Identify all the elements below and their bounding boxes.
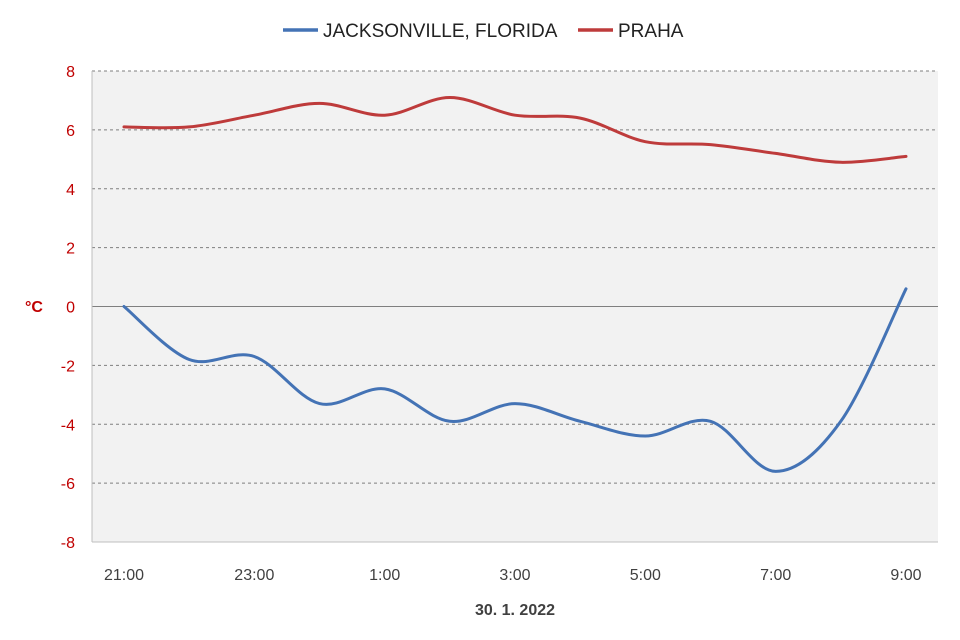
x-axis-label: 30. 1. 2022 [475, 602, 555, 619]
y-tick-label: -4 [61, 417, 75, 434]
x-tick-label: 5:00 [630, 567, 661, 584]
gridlines [91, 70, 938, 543]
y-tick-label: -8 [61, 535, 75, 552]
x-axis-ticks: 21:00 23:00 1:00 3:00 5:00 7:00 9:00 [104, 567, 922, 584]
y-axis-ticks: 8 6 4 2 0 -2 -4 -6 -8 [61, 64, 75, 552]
y-tick-label: -2 [61, 358, 75, 375]
x-tick-label: 23:00 [234, 567, 274, 584]
series-line-1 [122, 96, 908, 164]
legend: JACKSONVILLE, FLORIDA PRAHA [283, 21, 684, 42]
y-tick-label: 8 [66, 64, 75, 81]
legend-label-0: JACKSONVILLE, FLORIDA [323, 21, 558, 42]
legend-label-1: PRAHA [618, 21, 684, 42]
y-axis-label: °C [25, 299, 43, 316]
x-tick-label: 7:00 [760, 567, 791, 584]
x-tick-label: 3:00 [499, 567, 530, 584]
y-tick-label: 4 [66, 182, 75, 199]
y-tick-label: 2 [66, 241, 75, 258]
y-tick-label: -6 [61, 476, 75, 493]
series-line-0 [122, 287, 908, 473]
series-lines [122, 96, 908, 473]
x-tick-label: 9:00 [890, 567, 921, 584]
x-tick-label: 21:00 [104, 567, 144, 584]
y-tick-label: 6 [66, 123, 75, 140]
x-tick-label: 1:00 [369, 567, 400, 584]
y-tick-label: 0 [66, 300, 75, 317]
